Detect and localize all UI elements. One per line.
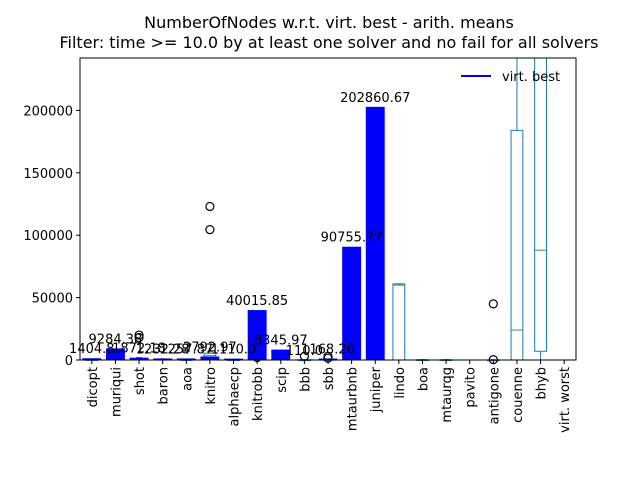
bar-value-label-knitrobb: 40015.85 — [226, 294, 288, 309]
bar-value-label-muriqui: 9284.38 — [89, 332, 143, 347]
legend: virt. best — [461, 70, 560, 85]
y-tick-label-100000: 100000 — [23, 229, 73, 244]
x-tick-label-mtaurqg: mtaurqg — [440, 367, 455, 423]
x-tick-label-baron: baron — [157, 367, 172, 404]
bar-sbb — [318, 358, 338, 360]
bar-value-label-sbb: 1168.26 — [301, 343, 355, 358]
boxplot-knitro — [203, 201, 217, 361]
boxplots — [85, 57, 547, 365]
chart-title: NumberOfNodes w.r.t. virt. best - arith.… — [144, 13, 514, 32]
x-tick-label-knitro: knitro — [204, 367, 219, 405]
bar-juniper — [365, 106, 385, 361]
x-tick-label-shot: shot — [133, 367, 148, 395]
bar-value-label-aoa: 1257.87 — [159, 342, 213, 357]
bar-value-label-juniper: 202860.67 — [340, 91, 410, 106]
y-tick-label-0: 0 — [65, 354, 73, 369]
x-tick-label-bbb: bbb — [298, 367, 313, 392]
x-tick-label-bhyb: bhyb — [535, 367, 550, 399]
outlier-shot-1 — [134, 330, 144, 340]
x-tick-label-muriqui: muriqui — [109, 367, 124, 417]
y-tick-label-150000: 150000 — [23, 167, 73, 182]
bar-value-label-baron: 1232.28 — [136, 342, 190, 357]
bar-value-label-knitro: 2792.97 — [183, 341, 237, 356]
bar-knitro — [200, 356, 220, 360]
x-tick-label-knitrobb: knitrobb — [251, 367, 266, 421]
boxplot-couenne — [510, 58, 524, 361]
box-bhyb — [534, 57, 547, 352]
x-tick-label-antigone: antigone — [487, 367, 502, 424]
x-tick-label-scip: scip — [275, 367, 290, 393]
bars — [82, 106, 385, 361]
bar-shot — [129, 357, 149, 360]
bar-mtaurbnb — [342, 246, 362, 360]
bar-knitrobb — [247, 310, 267, 360]
x-tick-label-couenne: couenne — [511, 367, 526, 423]
boxplot-bhyb — [534, 57, 547, 361]
y-axis: 0 50000 100000 150000 200000 — [23, 104, 80, 369]
bar-value-label-scip: 8345.97 — [254, 334, 308, 349]
bar-value-label-shot: 1872.18 — [112, 342, 166, 357]
box-couenne — [510, 129, 524, 361]
bar-dicopt — [82, 358, 102, 360]
bar-muriqui — [105, 348, 125, 360]
legend-label-virt-best: virt. best — [502, 70, 560, 85]
outlier-antigone-0 — [488, 299, 498, 309]
bar-value-label-mtaurbnb: 90755.77 — [321, 231, 383, 246]
outlier-knitro-1 — [205, 201, 215, 212]
outlier-knitro-0 — [205, 224, 215, 235]
x-tick-label-mtaurbnb: mtaurbnb — [346, 367, 361, 431]
chart-subtitle: Filter: time >= 10.0 by at least one sol… — [59, 33, 598, 52]
bar-alphaecp — [224, 358, 243, 360]
y-tick-label-50000: 50000 — [32, 292, 73, 307]
y-tick-label-200000: 200000 — [23, 104, 73, 119]
x-tick-label-pavito: pavito — [464, 367, 479, 408]
x-tick-label-boa: boa — [416, 367, 431, 391]
x-tick-label-aoa: aoa — [180, 367, 195, 391]
x-tick-label-juniper: juniper — [369, 366, 384, 413]
bar-value-label-bbb: 110.0 — [286, 344, 323, 359]
x-tick-label-dicopt: dicopt — [86, 367, 101, 407]
plot-frame — [79, 57, 577, 361]
outlier-shot-0 — [134, 332, 144, 343]
box-lindo — [392, 283, 406, 361]
x-tick-label-virt-worst: virt. worst — [558, 367, 573, 433]
boxplot-lindo — [392, 283, 406, 361]
boxplot-antigone — [486, 299, 500, 365]
bar-baron — [153, 358, 173, 360]
x-tick-label-lindo: lindo — [393, 367, 408, 399]
x-tick-label-sbb: sbb — [322, 367, 337, 390]
x-axis: dicopt muriqui shot baron aoa knitro alphaecp k… — [86, 360, 573, 433]
bar-scip — [271, 349, 291, 360]
x-tick-label-alphaecp: alphaecp — [228, 367, 243, 426]
bar-aoa — [176, 358, 196, 360]
bar-value-label-alphaecp: 1110.0 — [211, 343, 257, 358]
